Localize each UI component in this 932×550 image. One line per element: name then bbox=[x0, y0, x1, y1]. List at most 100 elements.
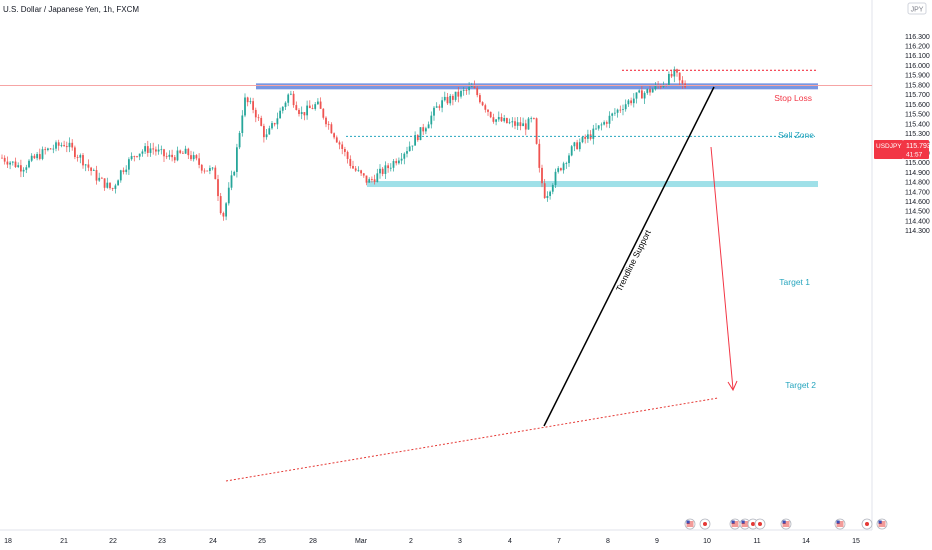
candle-body bbox=[44, 149, 47, 151]
jp-flag-icon[interactable] bbox=[861, 518, 873, 530]
price-tick-label: 115.400 bbox=[905, 121, 930, 128]
candle-body bbox=[171, 154, 173, 158]
jp-flag-icon[interactable] bbox=[754, 518, 766, 530]
candle-body bbox=[330, 124, 333, 134]
candle-body bbox=[327, 124, 330, 126]
price-tick-label: 116.300 bbox=[905, 34, 930, 41]
price-axis[interactable]: 116.300 116.200 116.100 116.000 115.900 115.8… bbox=[905, 34, 930, 235]
candle-body bbox=[233, 171, 236, 176]
candle-body bbox=[84, 164, 87, 166]
candle-body bbox=[576, 142, 578, 150]
jp-flag-icon[interactable] bbox=[699, 518, 711, 530]
trendline-support-line[interactable] bbox=[543, 86, 715, 427]
candle-body bbox=[114, 185, 117, 189]
time-tick-label: 10 bbox=[703, 538, 711, 545]
candle-body bbox=[244, 97, 246, 116]
us-flag-icon[interactable] bbox=[729, 518, 741, 530]
candle-body bbox=[214, 167, 217, 180]
candle-body bbox=[627, 100, 630, 105]
candle-body bbox=[341, 144, 344, 149]
time-tick-label: 3 bbox=[458, 538, 462, 545]
time-tick-label: 24 bbox=[209, 538, 217, 545]
candle-body bbox=[349, 158, 352, 166]
symbol-title[interactable]: U.S. Dollar / Japanese Yen, 1h, FXCM bbox=[3, 5, 139, 14]
candle-body bbox=[465, 90, 468, 91]
candle-body bbox=[484, 105, 487, 110]
candle-body bbox=[597, 125, 600, 129]
candle-body bbox=[430, 115, 433, 125]
economic-events-row[interactable] bbox=[684, 518, 888, 530]
candle-body bbox=[659, 85, 662, 88]
candle-body bbox=[603, 122, 605, 125]
candle-body bbox=[524, 123, 527, 130]
candle-body bbox=[516, 122, 519, 126]
candle-body bbox=[481, 102, 484, 106]
candle-body bbox=[384, 165, 387, 174]
candle-body bbox=[581, 136, 584, 143]
us-flag-icon[interactable] bbox=[684, 518, 696, 530]
time-tick-label: 18 bbox=[4, 538, 12, 545]
candle-body bbox=[500, 117, 503, 122]
us-flag-icon[interactable] bbox=[780, 518, 792, 530]
wedge-support-line[interactable] bbox=[225, 397, 719, 482]
candle-body bbox=[6, 161, 9, 165]
candle-body bbox=[92, 170, 95, 171]
candle-body bbox=[60, 145, 63, 146]
candle-body bbox=[354, 168, 357, 171]
candle-body bbox=[452, 95, 454, 100]
candle-body bbox=[41, 149, 44, 159]
candle-body bbox=[414, 135, 416, 146]
candle-body bbox=[506, 118, 508, 124]
candle-body bbox=[25, 167, 28, 170]
candle-body bbox=[654, 84, 657, 90]
sell-zone-band[interactable] bbox=[256, 83, 818, 90]
target1-label: Target 1 bbox=[779, 277, 810, 287]
candle-body bbox=[160, 149, 163, 151]
candle-body bbox=[219, 196, 222, 214]
candle-body bbox=[592, 128, 595, 139]
candle-body bbox=[303, 112, 306, 116]
candle-body bbox=[49, 148, 52, 150]
us-flag-icon[interactable] bbox=[834, 518, 846, 530]
time-tick-label: Mar bbox=[355, 538, 368, 545]
time-axis[interactable]: 18 21 22 23 24 25 28 Mar 2 3 4 7 8 9 10 11 14 15 bbox=[4, 538, 860, 545]
price-tag-symbol: USDJPY bbox=[876, 143, 902, 150]
candle-body bbox=[570, 146, 573, 156]
candle-body bbox=[406, 151, 408, 154]
candle-body bbox=[14, 161, 17, 168]
candle-body bbox=[362, 173, 365, 176]
candle-body bbox=[279, 110, 281, 119]
candle-body bbox=[65, 146, 68, 148]
candle-body bbox=[109, 182, 111, 189]
candle-body bbox=[449, 95, 452, 104]
candle-body bbox=[568, 155, 570, 164]
candle-body bbox=[408, 146, 411, 152]
candle-body bbox=[379, 168, 381, 174]
candle-body bbox=[3, 157, 6, 162]
candle-body bbox=[638, 90, 641, 93]
candle-body bbox=[90, 167, 92, 171]
candle-body bbox=[168, 154, 171, 157]
candle-body bbox=[503, 118, 506, 122]
candle-body bbox=[146, 146, 149, 153]
candle-body bbox=[562, 163, 565, 171]
candle-body bbox=[225, 203, 227, 217]
candle-body bbox=[101, 177, 103, 179]
candle-body bbox=[435, 106, 438, 108]
time-tick-label: 11 bbox=[753, 538, 760, 545]
projection-arrow[interactable] bbox=[710, 146, 738, 392]
us-flag-icon[interactable] bbox=[876, 518, 888, 530]
candle-body bbox=[176, 150, 179, 161]
candle-body bbox=[433, 107, 435, 116]
candle-body bbox=[357, 170, 360, 172]
price-tick-label: 114.900 bbox=[905, 170, 930, 177]
candle-body bbox=[335, 137, 338, 143]
candle-body bbox=[138, 153, 141, 157]
candle-body bbox=[111, 188, 114, 189]
candle-body bbox=[616, 109, 619, 113]
candle-body bbox=[55, 142, 57, 149]
target2-zone-band[interactable] bbox=[367, 181, 818, 188]
candle-body bbox=[125, 169, 128, 172]
price-tick-label: 116.100 bbox=[905, 53, 930, 60]
